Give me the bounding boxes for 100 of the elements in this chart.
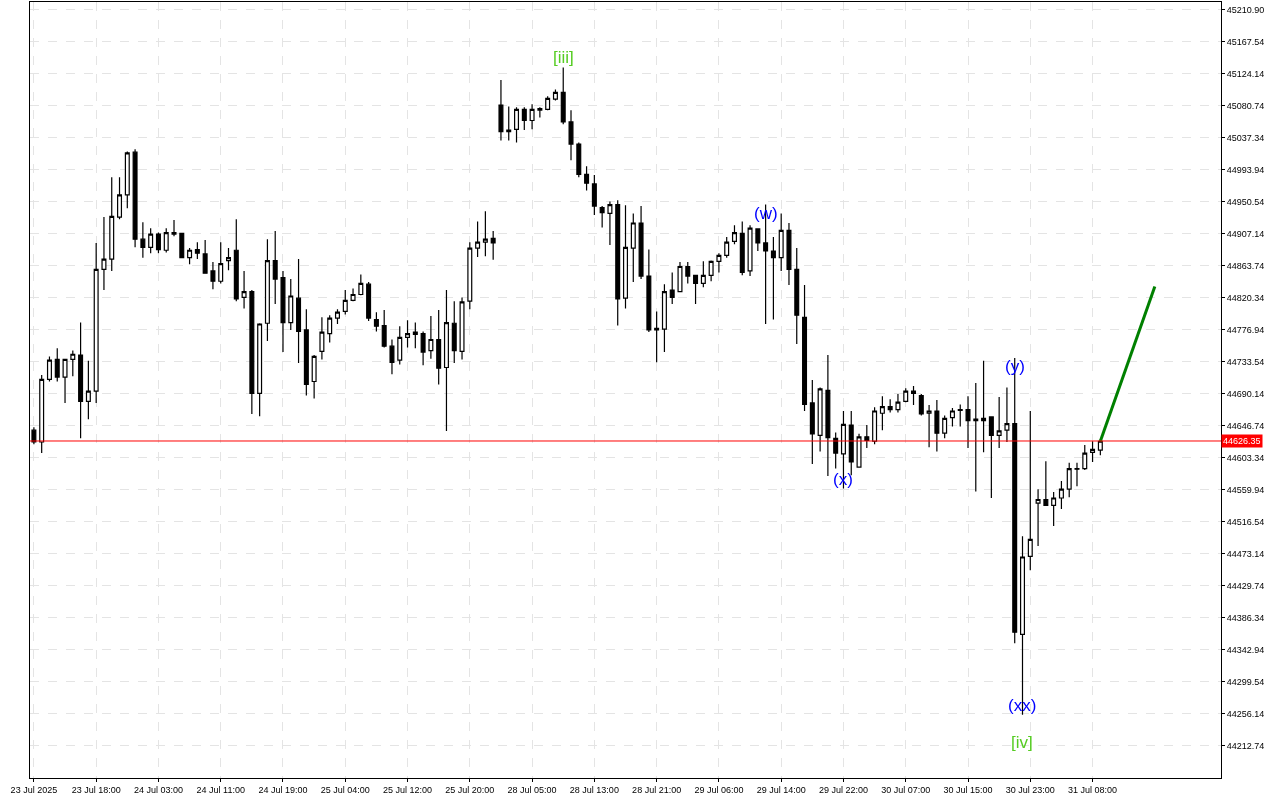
candlestick [747, 224, 753, 277]
x-tick-label: 28 Jul 05:00 [507, 784, 557, 795]
y-tick-label: 44516.54 [1226, 517, 1265, 528]
x-tick-label: 29 Jul 06:00 [694, 784, 744, 795]
candlestick [350, 288, 356, 302]
candlestick [311, 354, 317, 400]
candlestick [584, 165, 590, 192]
candlestick [552, 88, 558, 102]
y-tick-label: 45167.54 [1226, 37, 1265, 48]
candlestick [436, 309, 442, 386]
candlestick [272, 230, 278, 305]
candlestick [210, 261, 216, 290]
candlestick [654, 310, 660, 363]
candlestick [405, 319, 411, 349]
candlestick [514, 106, 520, 144]
candlestick [1027, 410, 1033, 571]
candlestick [545, 95, 551, 111]
ref-line-label: 44626.35 [1223, 436, 1261, 446]
candlestick [591, 174, 597, 216]
candlestick [46, 355, 52, 383]
y-tick-label: 44863.74 [1226, 261, 1265, 272]
candlestick [646, 248, 652, 333]
x-tick-label: 24 Jul 03:00 [133, 784, 183, 795]
candlestick [825, 354, 831, 477]
candlestick [397, 325, 403, 366]
candlestick [981, 360, 987, 453]
candlestick [498, 79, 504, 141]
candlestick [537, 106, 543, 119]
y-tick-label: 45037.34 [1226, 133, 1265, 144]
y-tick-label: 44299.54 [1226, 677, 1265, 688]
candlestick [996, 396, 1002, 449]
candlestick [124, 150, 130, 209]
candlestick [926, 404, 932, 448]
x-tick-label: 23 Jul 2025 [10, 784, 58, 795]
y-tick-label: 44429.74 [1226, 581, 1265, 592]
candlestick [202, 239, 208, 275]
candlestick [171, 219, 177, 237]
candlestick [630, 212, 636, 283]
candlestick [366, 281, 372, 322]
candlestick [373, 311, 379, 332]
candlestick [303, 308, 309, 397]
candlestick [872, 406, 878, 445]
candlestick [529, 103, 535, 130]
candlestick [887, 398, 893, 414]
candlestick [443, 289, 449, 432]
candlestick [856, 433, 862, 468]
candlestick [163, 227, 169, 254]
candlestick [903, 387, 909, 403]
y-tick-label: 44646.74 [1226, 421, 1265, 432]
candlestick [506, 105, 512, 141]
candlestick [288, 278, 294, 331]
x-tick-label: 25 Jul 12:00 [383, 784, 433, 795]
candlestick [117, 176, 123, 220]
candlestick [739, 220, 745, 276]
candlestick [1082, 444, 1088, 471]
candlestick [70, 349, 76, 377]
candlestick [54, 347, 60, 383]
candlestick [685, 261, 691, 285]
candlestick [770, 236, 776, 321]
candlestick [607, 201, 613, 246]
candlestick [560, 66, 566, 125]
candlestick [786, 222, 792, 286]
candlestick [700, 260, 706, 288]
candlestick [490, 230, 496, 261]
candlestick [615, 199, 621, 327]
x-tick-label: 29 Jul 14:00 [756, 784, 806, 795]
y-tick-label: 44603.34 [1226, 453, 1265, 464]
candlestick [576, 142, 582, 178]
y-tick-label: 44212.74 [1226, 741, 1265, 752]
y-tick-label: 44820.34 [1226, 293, 1265, 304]
candlestick [194, 241, 200, 260]
candlestick [708, 259, 714, 282]
candlestick [973, 382, 979, 492]
candlestick [93, 242, 99, 404]
x-tick-label: 29 Jul 22:00 [818, 784, 868, 795]
candlestick [233, 218, 239, 302]
candlestick [264, 238, 270, 342]
candlestick [319, 316, 325, 360]
candlestick [809, 379, 815, 465]
candlestick [731, 224, 737, 245]
candlestick [280, 270, 286, 353]
y-tick-label: 45124.14 [1226, 69, 1265, 80]
candlestick [218, 241, 224, 285]
y-tick-label: 44776.94 [1226, 325, 1265, 336]
candlestick [257, 322, 263, 417]
candlestick [568, 109, 574, 161]
candlestick [895, 393, 901, 414]
candlestick [911, 385, 917, 406]
x-tick-label: 28 Jul 13:00 [569, 784, 619, 795]
candlestick [420, 330, 426, 366]
candlestick [358, 274, 364, 296]
y-tick-label: 44690.14 [1226, 389, 1265, 400]
candlestick [716, 252, 722, 273]
candlestick [381, 309, 387, 349]
candlestick [39, 374, 45, 454]
candlestick [342, 289, 348, 316]
x-tick-label: 30 Jul 23:00 [1005, 784, 1055, 795]
candlestick [1043, 460, 1049, 506]
candlestick [249, 289, 255, 415]
candlestick [241, 270, 247, 310]
